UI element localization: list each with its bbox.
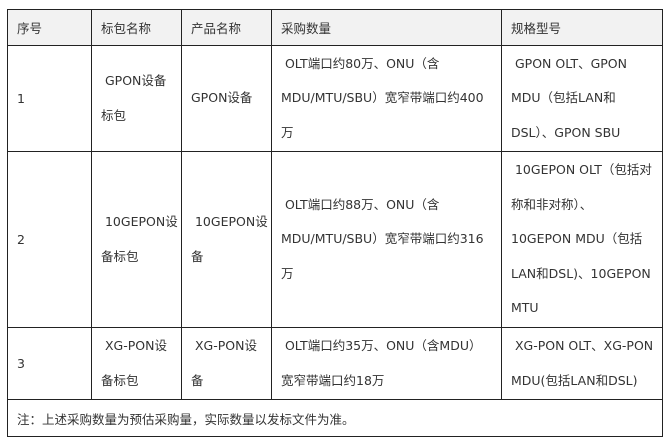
- cell-quantity: OLT端口约88万、ONU（含 MDU/MTU/SBU）宽窄带端口约316 万: [271, 151, 502, 328]
- table-header-row: 序号 标包名称 产品名称 采购数量 规格型号: [7, 9, 663, 46]
- cell-quantity: OLT端口约80万、ONU（含 MDU/MTU/SBU）宽窄带端口约400 万: [271, 45, 502, 152]
- header-spec: 规格型号: [501, 9, 663, 46]
- cell-number: 3: [7, 327, 92, 400]
- text-line: LAN和DSL)、10GEPON: [511, 265, 651, 281]
- note-row: 注：上述采购数量为预估采购量，实际数量以发标文件为准。: [7, 399, 663, 437]
- text-line: XG-PON设: [191, 338, 257, 353]
- cell-number: 1: [7, 45, 92, 152]
- cell-package: XG-PON设 备标包: [91, 327, 182, 400]
- text-line: MTU: [511, 300, 539, 316]
- text-line: 标包: [101, 107, 127, 123]
- cell-number: 2: [7, 151, 92, 328]
- header-product: 产品名称: [181, 9, 272, 46]
- text-line: 称和非对称）、: [511, 196, 593, 212]
- text-line: 万: [281, 265, 294, 281]
- cell-package: GPON设备 标包: [91, 45, 182, 152]
- cell-product: GPON设备: [181, 45, 272, 152]
- text-line: MDU/MTU/SBU）宽窄带端口约400: [281, 90, 484, 106]
- text-line: XG-PON设: [101, 338, 167, 353]
- text-line: 备: [191, 372, 204, 388]
- text-line: 10GEPON MDU（包括: [511, 231, 643, 247]
- text-line: 10GEPON OLT（包括对: [511, 162, 652, 178]
- table-row: 1 GPON设备 标包 GPON设备 OLT端口约80万、ONU（含 MDU/MTU…: [7, 45, 663, 152]
- text-line: 备标包: [101, 248, 139, 264]
- text-line: 10GEPON设: [101, 214, 178, 229]
- cell-spec: XG-PON OLT、XG-PON MDU(包括LAN和DSL): [501, 327, 663, 400]
- text-line: MDU/MTU/SBU）宽窄带端口约316: [281, 231, 484, 247]
- text-line: MDU(包括LAN和DSL): [511, 372, 638, 388]
- text-line: MDU（包括LAN和: [511, 90, 616, 106]
- text-line: GPON设备: [101, 73, 167, 88]
- header-number: 序号: [7, 9, 92, 46]
- header-package: 标包名称: [91, 9, 182, 46]
- text-line: 10GEPON设: [191, 214, 268, 229]
- table-row: 2 10GEPON设 备标包 10GEPON设备 OLT端口约88万、ONU（含 M…: [7, 151, 663, 328]
- text-line: OLT端口约80万、ONU（含: [281, 55, 440, 71]
- cell-product: XG-PON设备: [181, 327, 272, 400]
- cell-quantity: OLT端口约35万、ONU（含MDU） 宽窄带端口约18万: [271, 327, 502, 400]
- text-line: GPON设备: [191, 90, 253, 106]
- cell-package: 10GEPON设 备标包: [91, 151, 182, 328]
- text-line: DSL）、GPON SBU: [511, 124, 621, 140]
- text-line: 备: [191, 248, 204, 264]
- cell-product: 10GEPON设备: [181, 151, 272, 328]
- text-line: 宽窄带端口约18万: [281, 372, 385, 388]
- table-row: 3 XG-PON设 备标包 XG-PON设备 OLT端口约35万、ONU（含MDU…: [7, 327, 663, 400]
- text-line: 万: [281, 124, 294, 140]
- text-line: GPON OLT、GPON: [511, 55, 627, 71]
- text-line: XG-PON OLT、XG-PON: [511, 338, 654, 353]
- text-line: 备标包: [101, 372, 139, 388]
- note-text: 注：上述采购数量为预估采购量，实际数量以发标文件为准。: [7, 399, 663, 437]
- text-line: OLT端口约88万、ONU（含: [281, 196, 440, 212]
- procurement-table: 序号 标包名称 产品名称 采购数量 规格型号 1 GPON设备 标包 GPON设备…: [7, 9, 663, 437]
- text-line: OLT端口约35万、ONU（含MDU）: [281, 338, 482, 353]
- header-quantity: 采购数量: [271, 9, 502, 46]
- cell-spec: GPON OLT、GPON MDU（包括LAN和 DSL）、GPON SBU: [501, 45, 663, 152]
- cell-spec: 10GEPON OLT（包括对 称和非对称）、 10GEPON MDU（包括 LAN和…: [501, 151, 663, 328]
